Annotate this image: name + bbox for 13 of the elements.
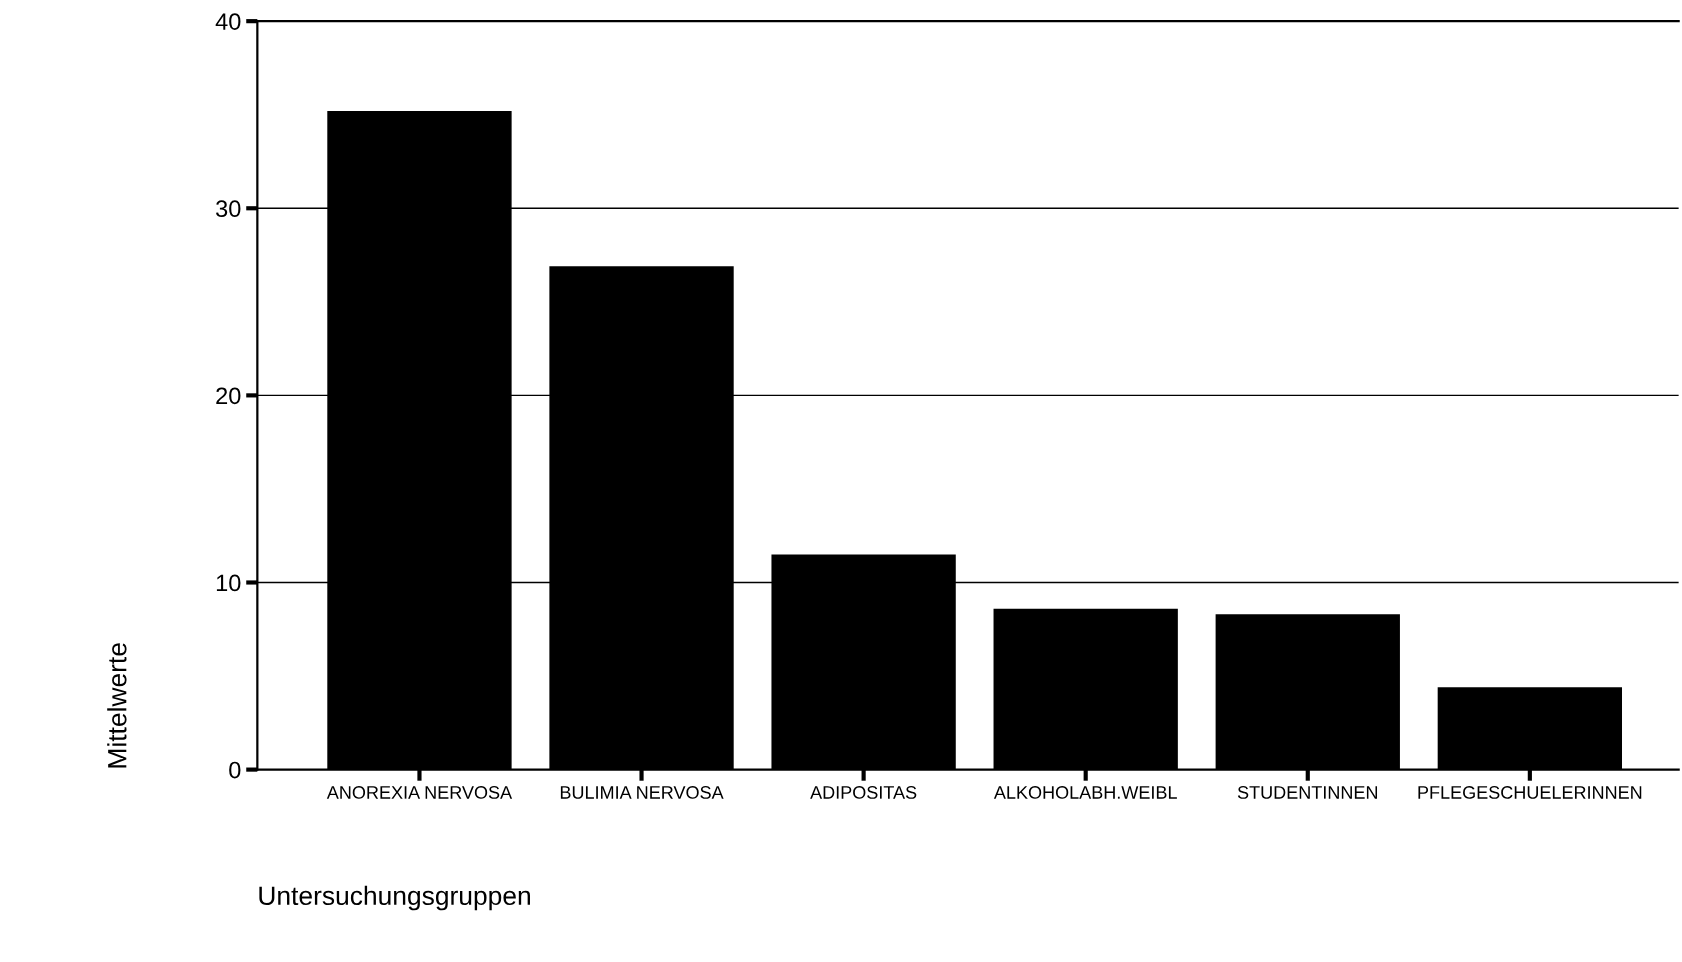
- y-tick-label: 10: [216, 574, 241, 592]
- x-tick-label: STUDENTINNEN: [1237, 786, 1378, 799]
- x-axis-title: Untersuchungsgruppen: [259, 885, 530, 911]
- x-tick-label: ALKOHOLABH.WEIBL: [993, 786, 1177, 799]
- x-tick-label: ADIPOSITAS: [810, 786, 917, 799]
- y-tick-label: 30: [216, 200, 241, 218]
- x-tick-label: ANOREXIA NERVOSA: [326, 786, 513, 799]
- x-tick-label: PFLEGESCHUELERINNEN: [1418, 786, 1642, 799]
- x-tick-label: BULIMIA NERVOSA: [560, 786, 724, 799]
- y-tick-label: 0: [229, 761, 241, 779]
- y-axis-title: Mittelwerte: [107, 643, 127, 768]
- y-tick-label: 40: [215, 13, 241, 30]
- y-tick-label: 20: [216, 387, 241, 405]
